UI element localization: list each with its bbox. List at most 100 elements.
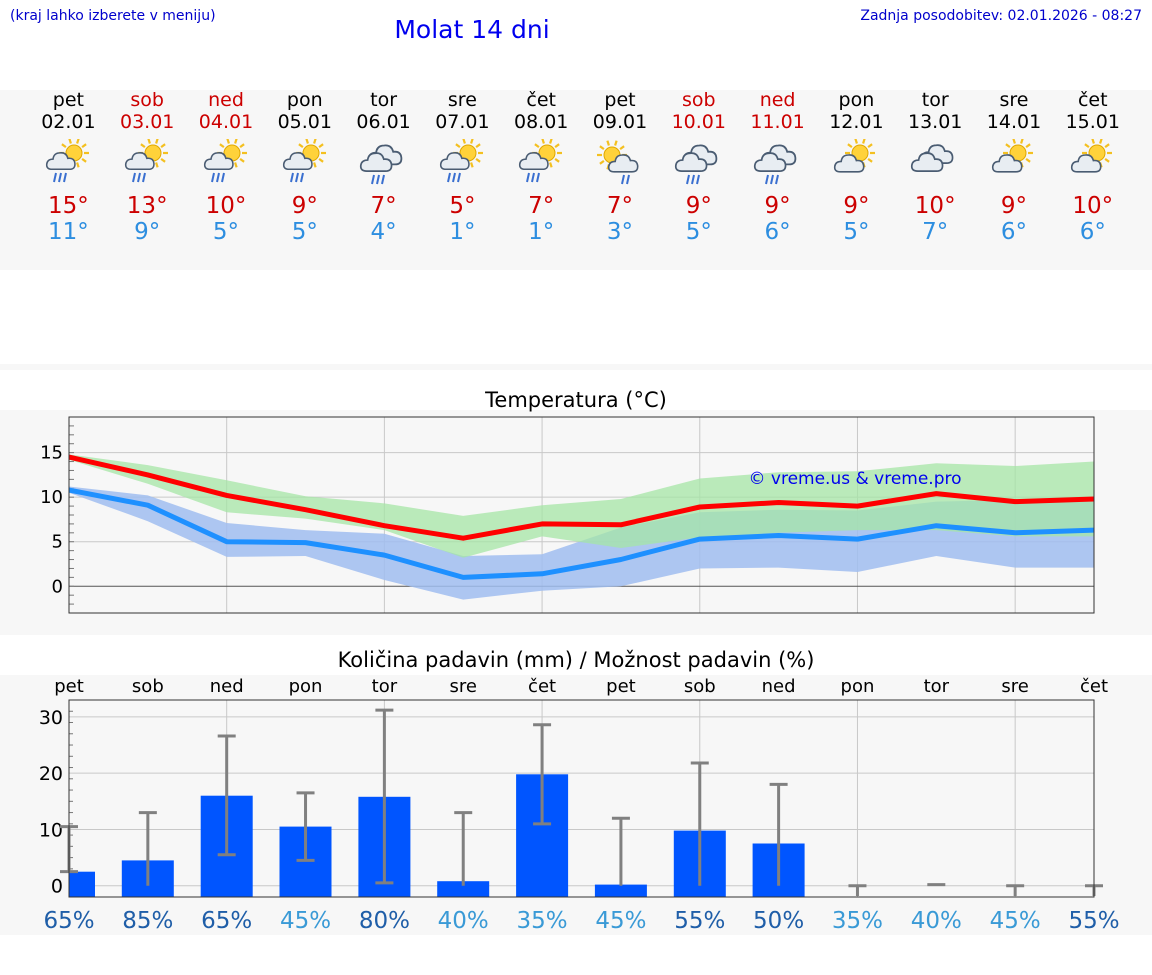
max-temperature: 9° — [685, 193, 712, 219]
day-date: 02.01 — [41, 111, 96, 133]
day-column: čet 15.01 10° 6° — [1053, 89, 1132, 245]
day-column: pon 12.01 9° 5° — [817, 89, 896, 245]
max-temperature: 5° — [449, 193, 476, 219]
precipitation-probability: 35% — [517, 908, 568, 934]
sun-cloud-icon — [975, 139, 1054, 187]
precipitation-probability: 40% — [438, 908, 489, 934]
min-temperature-line — [68, 487, 1095, 580]
min-temperature: 6° — [764, 219, 791, 245]
max-temperature: 10° — [1072, 193, 1114, 219]
day-date: 06.01 — [356, 111, 411, 133]
day-column: ned 11.01 9° 6° — [738, 89, 817, 245]
max-temperature-line — [68, 454, 1095, 541]
forecast-band — [0, 90, 1152, 270]
day-forecast-row: pet 02.01 15° 11° sob 03.01 13° 9° ned 04.01 10… — [29, 89, 1139, 269]
y-tick-label: 15 — [40, 443, 63, 464]
max-temperature: 15° — [48, 193, 89, 219]
y-tick-label: 0 — [51, 876, 63, 898]
day-column: sob 03.01 13° 9° — [108, 89, 187, 245]
category-label: ned — [762, 676, 796, 697]
max-temperature: 13° — [126, 193, 168, 219]
cloud-rain-icon — [344, 139, 423, 187]
plot-frame — [68, 416, 1095, 614]
precipitation-chart-title: Količina padavin (mm) / Možnost padavin … — [337, 648, 815, 672]
category-label: ned — [210, 676, 244, 697]
page-title: Molat 14 dni — [394, 15, 550, 44]
day-column: čet 08.01 7° 1° — [502, 89, 581, 245]
category-label: pon — [289, 676, 323, 697]
day-date: 12.01 — [829, 111, 884, 133]
day-name: ned — [208, 89, 244, 111]
precipitation-probability: 85% — [122, 908, 173, 934]
last-update: Zadnja posodobitev: 02.01.2026 - 08:27 — [860, 8, 1142, 24]
max-range-band — [69, 454, 1094, 558]
day-date: 08.01 — [513, 111, 569, 133]
watermark: © vreme.us & vreme.pro — [748, 469, 961, 489]
min-temperature: 6° — [1000, 219, 1028, 245]
temperature-chart: 0 5 10 15 © vreme.us & vreme.pro — [40, 416, 1095, 614]
max-temperature: 9° — [843, 193, 870, 219]
sun-cloud-rain-icon — [29, 139, 108, 187]
day-column: tor 06.01 7° 4° — [344, 89, 423, 245]
y-tick-label: 10 — [39, 819, 63, 841]
min-temperature: 1° — [449, 219, 476, 245]
category-label: tor — [372, 676, 398, 697]
day-name: tor — [921, 89, 949, 111]
sun-cloud-rain-icon — [502, 139, 581, 187]
day-name: pet — [604, 89, 636, 111]
day-name: sob — [130, 89, 164, 111]
day-date: 13.01 — [907, 111, 963, 133]
max-temperature: 9° — [764, 193, 791, 219]
sun-cloud-icon — [817, 139, 896, 187]
plot-frame — [68, 699, 1095, 898]
category-label: tor — [924, 676, 950, 697]
precipitation-probability: 40% — [911, 908, 962, 934]
category-label: čet — [1080, 676, 1108, 697]
day-name: pon — [838, 89, 875, 111]
precipitation-bar — [69, 871, 95, 897]
day-date: 03.01 — [119, 111, 175, 133]
day-name: tor — [370, 89, 398, 111]
category-label: pon — [841, 676, 875, 697]
day-name: sre — [447, 89, 477, 111]
min-temperature: 6° — [1079, 219, 1106, 245]
day-date: 15.01 — [1065, 111, 1120, 133]
separator-band — [0, 364, 1152, 370]
temperature-chart-title: Temperatura (°C) — [485, 388, 667, 412]
day-column: tor 13.01 10° 7° — [896, 89, 975, 245]
min-temperature: 5° — [843, 219, 870, 245]
min-temperature: 1° — [528, 219, 555, 245]
day-column: pon 05.01 9° 5° — [265, 89, 344, 245]
sun-cloud-icon — [1053, 139, 1132, 187]
min-temperature: 5° — [291, 219, 318, 245]
precipitation-probability: 50% — [753, 908, 804, 934]
sun-cloud-rain-icon — [265, 139, 344, 187]
precipitation-probability: 65% — [201, 908, 252, 934]
max-temperature: 7° — [528, 193, 555, 219]
day-date: 10.01 — [671, 111, 726, 133]
min-temperature: 7° — [922, 219, 949, 245]
precipitation-bar — [437, 881, 490, 897]
day-column: pet 09.01 7° 3° — [581, 89, 660, 245]
max-temperature: 10° — [205, 193, 247, 219]
day-date: 07.01 — [435, 111, 490, 133]
day-column: sob 10.01 9° 5° — [659, 89, 738, 245]
category-label: pet — [54, 676, 84, 697]
precipitation-probability: 55% — [674, 908, 725, 934]
min-temperature: 5° — [212, 219, 240, 245]
min-temperature: 9° — [134, 219, 161, 245]
region-hint[interactable]: (kraj lahko izberete v meniju) — [10, 8, 216, 24]
max-temperature: 10° — [914, 193, 956, 219]
day-name: pon — [286, 89, 323, 111]
category-label: sre — [1001, 676, 1028, 697]
y-tick-label: 10 — [40, 487, 63, 508]
precipitation-probability: 45% — [280, 908, 331, 934]
day-date: 05.01 — [277, 111, 332, 133]
precipitation-chart: 0 10 20 30 pet sob ned pon tor sre čet pet sob ned pon… — [39, 676, 1120, 934]
cloud-rain-icon — [738, 139, 817, 187]
precipitation-probability: 35% — [832, 908, 883, 934]
precipitation-probability: 65% — [43, 908, 94, 934]
min-temperature: 5° — [685, 219, 712, 245]
min-temperature: 4° — [370, 219, 397, 245]
day-column: sre 07.01 5° 1° — [423, 89, 502, 245]
